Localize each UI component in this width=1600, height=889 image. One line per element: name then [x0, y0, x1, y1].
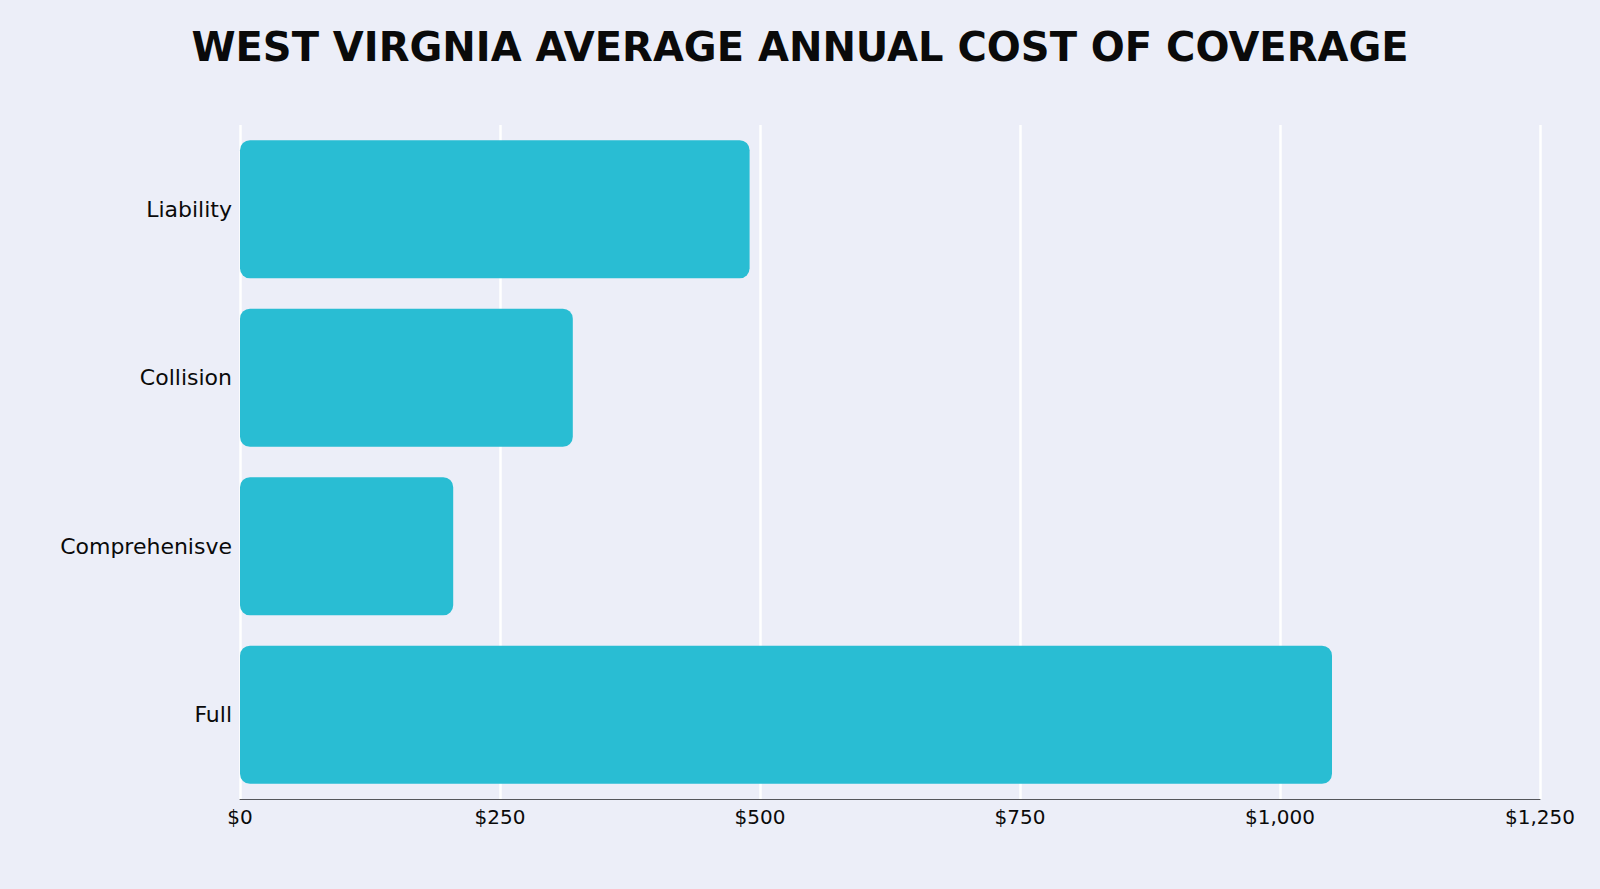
svg-text:$1,000: $1,000 — [1245, 805, 1315, 829]
svg-text:$750: $750 — [995, 805, 1046, 829]
svg-text:WEST VIRGNIA AVERAGE ANNUAL CO: WEST VIRGNIA AVERAGE ANNUAL COST OF COVE… — [191, 24, 1408, 70]
svg-text:$250: $250 — [475, 805, 526, 829]
svg-text:Liability: Liability — [146, 197, 232, 222]
svg-text:$1,250: $1,250 — [1505, 805, 1575, 829]
svg-text:$500: $500 — [735, 805, 786, 829]
svg-text:Comprehenisve: Comprehenisve — [60, 534, 232, 559]
svg-text:Full: Full — [194, 702, 232, 727]
svg-text:$0: $0 — [227, 805, 252, 829]
svg-text:Collision: Collision — [140, 365, 232, 390]
